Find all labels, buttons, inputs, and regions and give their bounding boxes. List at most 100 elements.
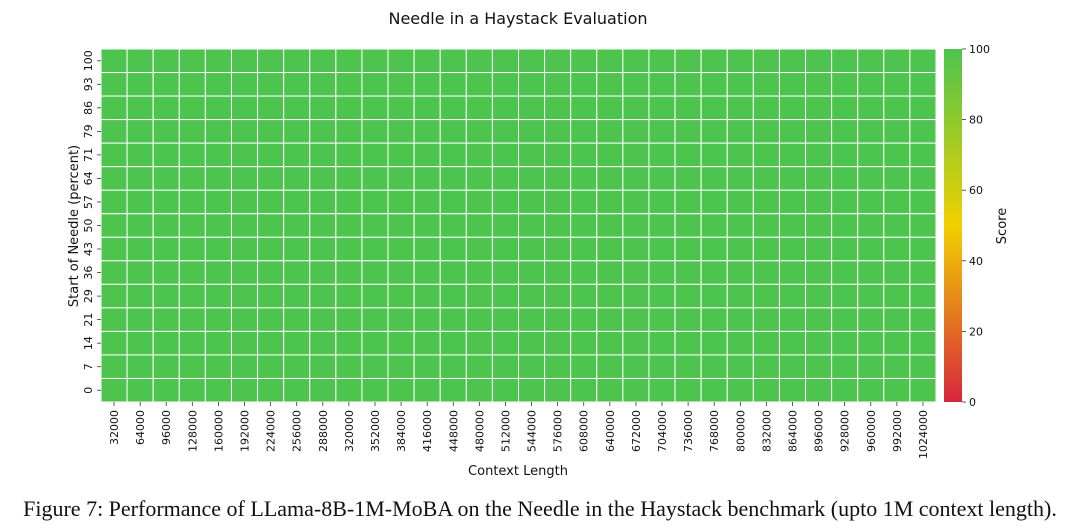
heatmap-cell: [335, 95, 363, 121]
heatmap-cell: [883, 48, 911, 74]
heatmap-cell: [283, 142, 311, 168]
heatmap-cell: [283, 307, 311, 332]
heatmap-cell: [126, 260, 154, 285]
heatmap-cell: [596, 377, 624, 403]
heatmap-cell: [726, 330, 754, 356]
heatmap-cell: [204, 213, 232, 238]
heatmap-cell: [909, 119, 937, 144]
heatmap-cell: [674, 377, 702, 403]
colorbar-ticks: 100 80 60 40 20 0: [962, 43, 990, 409]
heatmap-cell: [230, 236, 259, 262]
heatmap-cell: [857, 354, 885, 379]
heatmap-cell: [230, 119, 259, 144]
heatmap-cell: [883, 330, 911, 356]
heatmap-cell: [674, 189, 702, 215]
heatmap-cell: [413, 354, 441, 379]
heatmap-cell: [257, 213, 285, 238]
heatmap-cell: [622, 260, 650, 285]
heatmap-cell: [439, 283, 467, 309]
heatmap-cell: [518, 283, 546, 309]
heatmap-cell: [152, 283, 180, 309]
x-tick-label: 832000: [760, 410, 773, 452]
heatmap-cell: [909, 142, 937, 168]
heatmap-cell: [805, 283, 833, 309]
heatmap-cell: [126, 166, 154, 191]
heatmap-cell: [465, 72, 493, 97]
heatmap-cell: [465, 330, 493, 356]
heatmap-cell: [439, 72, 467, 97]
heatmap-cell: [439, 189, 467, 215]
heatmap-cell: [857, 236, 885, 262]
heatmap-cell: [622, 72, 650, 97]
y-tick-label: 14: [82, 336, 95, 350]
heatmap-cell: [257, 377, 285, 403]
heatmap-cell: [857, 166, 885, 191]
heatmap-cell: [883, 260, 911, 285]
heatmap-cell: [178, 189, 206, 215]
heatmap-cell: [361, 166, 389, 191]
heatmap-cell: [752, 189, 780, 215]
heatmap-cell: [622, 142, 650, 168]
heatmap-cell: [674, 307, 702, 332]
heatmap-cell: [726, 166, 754, 191]
heatmap-cell: [805, 48, 833, 74]
heatmap-cell: [230, 142, 259, 168]
heatmap-cell: [283, 72, 311, 97]
heatmap-cell: [648, 307, 676, 332]
heatmap-cell: [518, 377, 546, 403]
heatmap-cell: [204, 72, 232, 97]
heatmap-cell: [283, 213, 311, 238]
heatmap-cell: [491, 142, 519, 168]
heatmap-cell: [387, 330, 415, 356]
heatmap-cell: [570, 119, 598, 144]
y-tick-label: 21: [82, 313, 95, 327]
colorbar-tick-label: 80: [969, 114, 983, 127]
y-tick-label: 43: [82, 242, 95, 256]
heatmap-cell: [857, 72, 885, 97]
x-tick-label: 64000: [134, 410, 147, 445]
heatmap-cell: [152, 213, 180, 238]
heatmap-cell: [230, 213, 259, 238]
heatmap-cell: [726, 142, 754, 168]
heatmap-cell: [230, 354, 259, 379]
heatmap-cell: [413, 48, 441, 74]
heatmap-cell: [335, 48, 363, 74]
heatmap-cell: [178, 48, 206, 74]
heatmap-cell: [831, 330, 859, 356]
heatmap-cell: [544, 307, 572, 332]
heatmap-cell: [335, 72, 363, 97]
heatmap-cell: [152, 119, 180, 144]
heatmap-cell: [883, 283, 911, 309]
heatmap-cell: [100, 72, 128, 97]
x-tick-labels: 32000 64000 96000 128000 160000 192000 224000 2…: [108, 402, 930, 459]
heatmap-cell: [674, 213, 702, 238]
heatmap-cell: [883, 142, 911, 168]
heatmap-cell: [257, 142, 285, 168]
heatmap-cell: [752, 330, 780, 356]
heatmap-cell: [439, 236, 467, 262]
heatmap-cell: [204, 95, 232, 121]
heatmap-cell: [387, 189, 415, 215]
heatmap-cell: [544, 377, 572, 403]
heatmap-cell: [726, 48, 754, 74]
heatmap-cell: [570, 377, 598, 403]
heatmap-cell: [596, 95, 624, 121]
heatmap-cell: [413, 119, 441, 144]
heatmap-cell: [439, 142, 467, 168]
heatmap-cell: [257, 95, 285, 121]
heatmap-cell: [309, 119, 337, 144]
heatmap-cell: [805, 260, 833, 285]
x-tick-label: 800000: [734, 410, 747, 452]
chart-title: Needle in a Haystack Evaluation: [388, 9, 647, 28]
heatmap-cell: [674, 283, 702, 309]
heatmap-cell: [152, 260, 180, 285]
heatmap-cell: [257, 119, 285, 144]
heatmap-cell: [335, 330, 363, 356]
heatmap-cell: [439, 330, 467, 356]
x-tick-label: 160000: [212, 410, 225, 452]
heatmap-cell: [909, 213, 937, 238]
heatmap-cell: [204, 260, 232, 285]
heatmap-cell: [648, 142, 676, 168]
x-tick-label: 1024000: [917, 410, 930, 459]
heatmap-cell: [909, 166, 937, 191]
